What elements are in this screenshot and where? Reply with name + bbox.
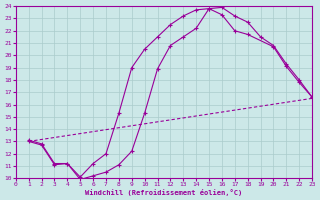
- X-axis label: Windchill (Refroidissement éolien,°C): Windchill (Refroidissement éolien,°C): [85, 189, 243, 196]
